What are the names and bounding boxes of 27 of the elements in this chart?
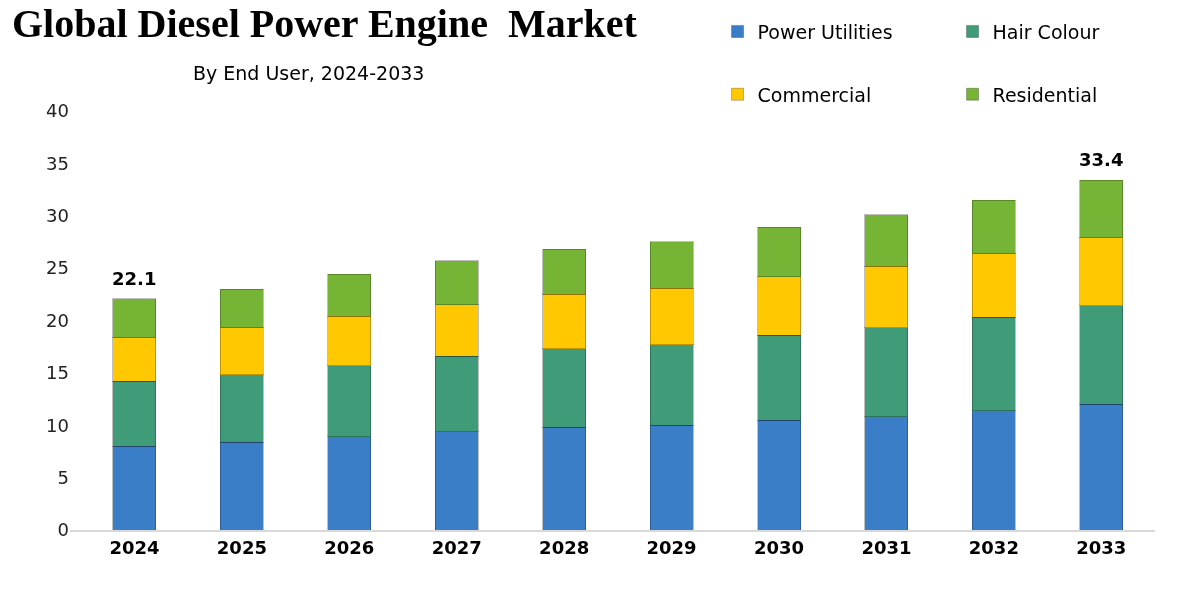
x-tick-label: 2029: [646, 536, 697, 558]
x-tick-label: 2026: [324, 536, 375, 558]
y-tick-label: 40: [46, 100, 69, 122]
x-tick-label: 2030: [753, 536, 805, 558]
y-tick-label: 15: [46, 362, 69, 384]
chart-subtitle: By End User, 2024-2033: [193, 62, 425, 84]
total-label: 33.4: [1079, 149, 1124, 170]
y-tick-label: 5: [57, 466, 69, 488]
x-tick-label: 2033: [1076, 536, 1127, 558]
x-tick-label: 2028: [539, 536, 590, 558]
chart-title: Global Diesel Power Engine Market: [12, 1, 638, 46]
legend-label: Hair Colour: [992, 20, 1100, 43]
legend-label: Residential: [992, 83, 1098, 106]
y-tick-label: 30: [46, 205, 69, 227]
y-tick-label: 35: [46, 152, 69, 174]
y-tick-label: 20: [46, 309, 69, 331]
x-tick-label: 2031: [861, 536, 912, 558]
x-tick-label: 2025: [216, 536, 267, 558]
legend-label: Power Utilities: [757, 20, 893, 43]
x-tick-label: 2024: [109, 536, 160, 558]
x-tick-label: 2032: [968, 536, 1019, 558]
legend-label: Commercial: [757, 83, 872, 106]
total-label: 22.1: [112, 268, 157, 289]
y-tick-label: 25: [46, 257, 69, 279]
y-tick-label: 0: [57, 519, 69, 541]
y-tick-label: 10: [46, 414, 69, 436]
x-tick-label: 2027: [431, 536, 482, 558]
